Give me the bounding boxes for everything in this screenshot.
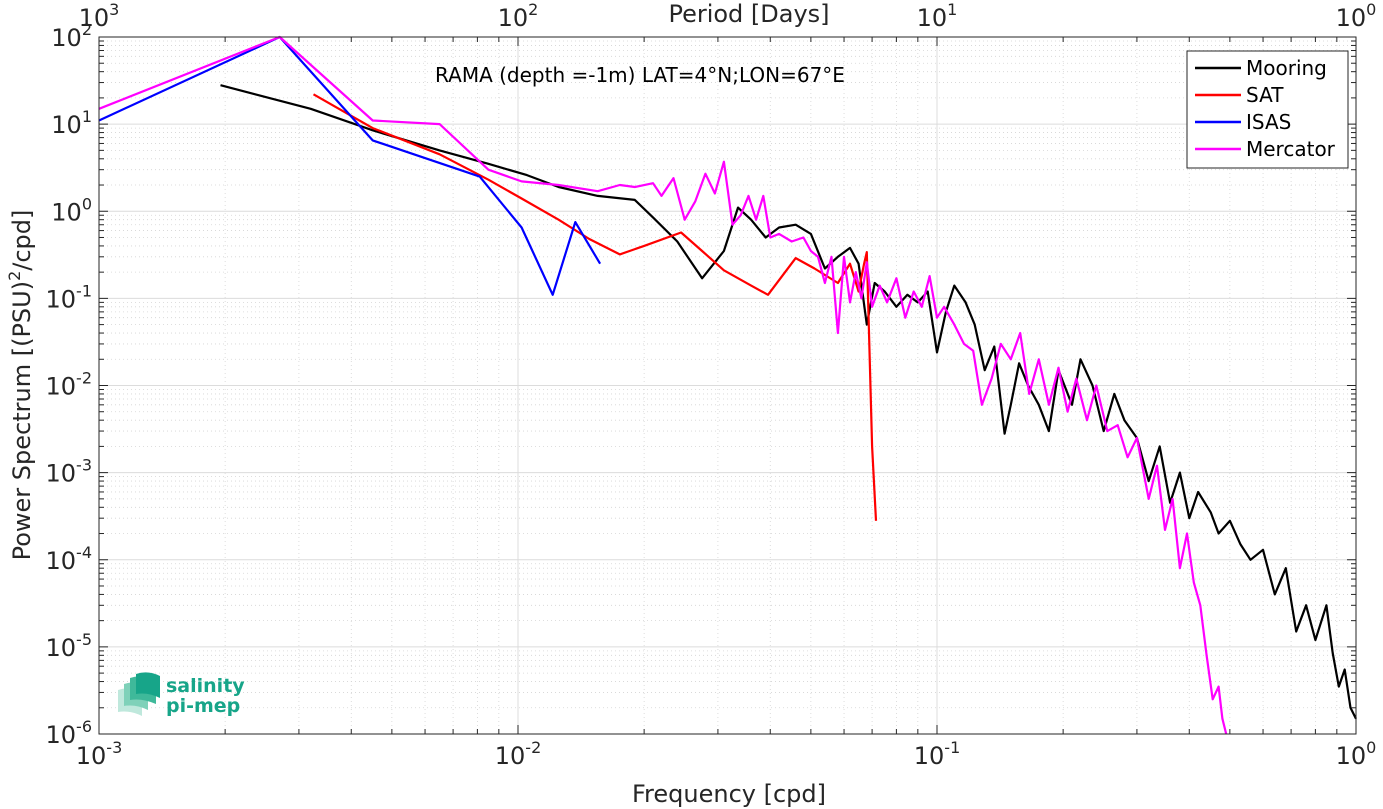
series-line-mooring (220, 84, 1357, 720)
y-tick-label: 100 (51, 194, 92, 226)
top-tick-label: 103 (79, 0, 120, 32)
legend-label-isas: ISAS (1246, 110, 1291, 134)
y-tick-label: 101 (51, 107, 92, 139)
legend-label-mooring: Mooring (1246, 56, 1327, 80)
x-tick-label: 10-1 (914, 738, 961, 770)
y-tick-label: 10-5 (46, 630, 93, 662)
legend: Mooring SAT ISAS Mercator (1186, 50, 1349, 169)
y-tick-label: 102 (51, 20, 92, 52)
y-axis-label: Power Spectrum [(PSU)2/cpd] (5, 210, 36, 561)
y-tick-label: 10-3 (46, 456, 93, 488)
x-tick-label: 10-2 (495, 738, 542, 770)
legend-label-sat: SAT (1246, 83, 1284, 107)
legend-label-mercator: Mercator (1246, 137, 1336, 161)
series-line-sat (312, 93, 878, 521)
top-axis-label: Period [Days] (668, 0, 829, 28)
x-tick-label: 10-3 (76, 738, 123, 770)
series-layer (98, 35, 1357, 735)
top-tick-label: 100 (1336, 0, 1377, 32)
title: RAMA (depth =-1m) LAT=4°N;LON=67°E (435, 63, 845, 87)
top-tick-label: 101 (917, 0, 958, 32)
logo-mark (118, 672, 160, 716)
x-axis-label: Frequency [cpd] (632, 780, 826, 808)
y-tick-label: 10-2 (46, 369, 93, 401)
logo-text-salinity: salinity (166, 675, 245, 697)
y-tick-label: 10-6 (46, 717, 93, 749)
logo-text-pi-mep: pi-mep (166, 695, 240, 717)
series-line-mercator (98, 35, 1228, 735)
axis-ticks (98, 36, 1357, 735)
y-tick-label: 10-4 (46, 543, 93, 575)
y-tick-label: 10-1 (46, 281, 93, 313)
salinity-pi-mep-logo: salinity pi-mep (118, 672, 245, 717)
top-tick-label: 102 (498, 0, 539, 32)
x-tick-label: 100 (1336, 738, 1377, 770)
series-line-isas (98, 35, 602, 296)
